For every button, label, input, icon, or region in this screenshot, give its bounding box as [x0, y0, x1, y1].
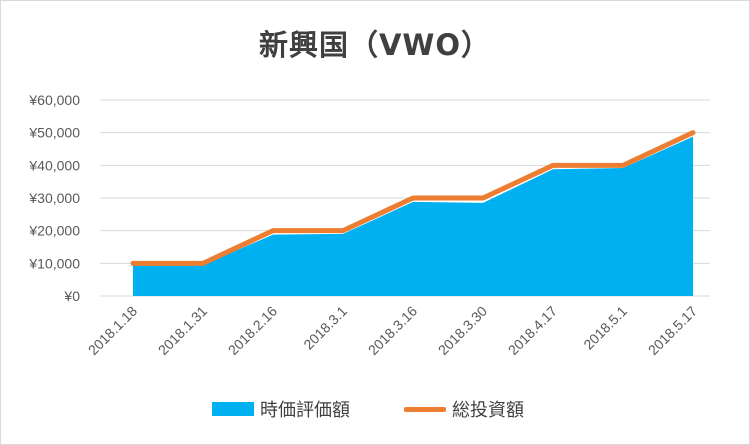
x-tick-label: 2018.1.31: [155, 303, 211, 359]
x-axis-tick-labels: 2018.1.18 2018.1.31 2018.2.16 2018.3.1 2018.…: [85, 303, 701, 359]
area-series-layer: [133, 136, 693, 296]
x-tick-label: 2018.5.1: [580, 303, 630, 353]
legend-item-market-value: 時価評価額: [212, 396, 350, 422]
x-tick-label: 2018.5.17: [645, 303, 701, 359]
y-tick-label: ¥0: [63, 288, 80, 304]
x-tick-label: 2018.2.16: [225, 303, 281, 359]
chart-title: 新興国（VWO）: [258, 28, 492, 62]
line-series-layer: [130, 130, 696, 266]
legend-item-total-investment: 総投資額: [404, 396, 524, 422]
x-tick-label: 2018.1.18: [85, 303, 141, 359]
legend-label-market-value: 時価評価額: [260, 400, 350, 421]
y-tick-label: ¥30,000: [28, 190, 80, 206]
x-tick-label: 2018.3.30: [435, 303, 491, 359]
y-tick-label: ¥20,000: [28, 223, 80, 239]
area-series-market-value: [133, 136, 693, 296]
y-tick-label: ¥10,000: [28, 255, 80, 271]
y-tick-label: ¥50,000: [28, 125, 80, 141]
y-axis-tick-labels: ¥0 ¥10,000 ¥20,000 ¥30,000 ¥40,000 ¥50,000 ¥60…: [28, 92, 80, 304]
x-tick-label: 2018.3.16: [365, 303, 421, 359]
x-tick-label: 2018.4.17: [505, 303, 561, 359]
chart-legend: 時価評価額 総投資額: [0, 396, 750, 426]
x-tick-label: 2018.3.1: [300, 303, 350, 353]
y-tick-label: ¥40,000: [28, 157, 80, 173]
legend-label-total-investment: 総投資額: [452, 400, 524, 421]
line-series-total-investment: [130, 130, 696, 266]
legend-swatch-total-investment: [404, 406, 446, 412]
y-tick-label: ¥60,000: [28, 92, 80, 108]
legend-swatch-market-value: [212, 402, 254, 416]
